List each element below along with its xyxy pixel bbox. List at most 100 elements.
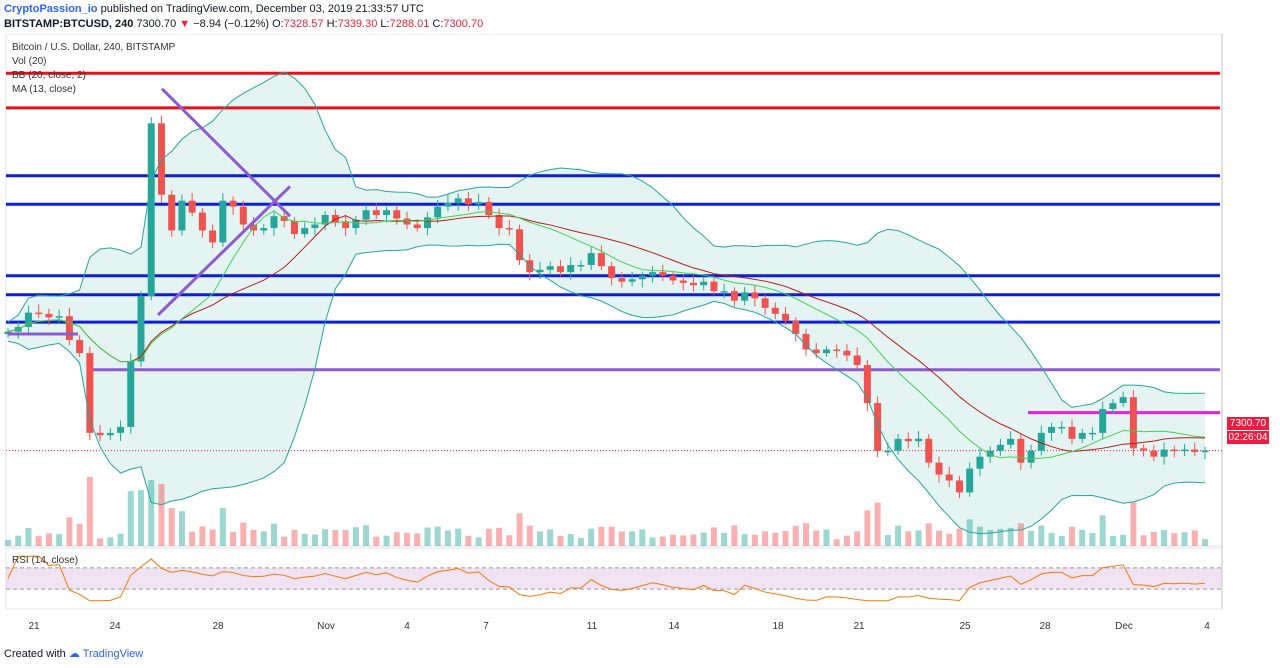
last-price: 7300.70 — [136, 18, 177, 30]
candle-body — [290, 220, 298, 235]
volume-bar — [496, 527, 503, 546]
volume-bar — [260, 531, 267, 546]
volume-bar — [925, 523, 932, 546]
published-text: published on TradingView.com, December 0… — [100, 3, 424, 15]
candle-body — [689, 282, 697, 286]
volume-bar — [1130, 502, 1137, 546]
candle-body — [915, 438, 923, 442]
candle-body — [1170, 449, 1178, 452]
volume-bar — [1099, 515, 1106, 546]
volume-bar — [311, 534, 318, 546]
time-tick-label: 21 — [28, 621, 40, 632]
symbol-label: BITSTAMP:BTCUSD, 240 — [4, 18, 134, 30]
candle-body — [423, 217, 431, 229]
volume-bar — [138, 490, 144, 546]
candle-body — [1181, 449, 1189, 452]
legend-volume: Vol (20) — [12, 56, 47, 67]
volume-bar — [485, 528, 492, 546]
candle-body — [966, 468, 974, 493]
volume-bar — [987, 529, 994, 546]
candle-body — [178, 200, 186, 231]
candle-body — [1037, 432, 1045, 451]
candle-body — [884, 450, 892, 453]
legend-rsi: RSI (14, close) — [12, 555, 79, 566]
candle-body — [771, 307, 779, 314]
volume-bar — [649, 537, 656, 546]
volume-bar — [291, 529, 298, 546]
candle-body — [413, 224, 421, 229]
volume-bar — [322, 529, 329, 546]
candle-body — [925, 438, 933, 463]
candle-body — [833, 349, 841, 352]
volume-bar — [629, 531, 636, 546]
candle-body — [567, 264, 575, 273]
candle-body — [741, 292, 749, 301]
author-link[interactable]: CryptoPassion_io — [4, 3, 98, 15]
candle-body — [475, 201, 483, 205]
volume-bar — [547, 529, 554, 546]
volume-bar — [741, 534, 748, 546]
candle-body — [1150, 450, 1158, 457]
volume-bar — [1038, 525, 1045, 546]
volume-bar — [618, 531, 625, 546]
volume-bar — [383, 535, 390, 546]
volume-bar — [690, 534, 697, 546]
volume-bar — [271, 523, 277, 546]
candle-body — [894, 438, 902, 451]
close-label: C: — [432, 18, 444, 30]
volume-bar — [1017, 523, 1024, 546]
candle-body — [700, 281, 708, 286]
candle-body — [782, 313, 790, 321]
volume-bar — [956, 528, 963, 546]
candle-body — [393, 210, 401, 219]
tradingview-link[interactable]: TradingView — [82, 648, 144, 660]
volume-bar — [915, 530, 922, 546]
volume-bar — [710, 527, 717, 546]
candle-body — [55, 316, 63, 318]
volume-bar — [56, 534, 63, 546]
candle-body — [649, 272, 657, 276]
ascending-trendline — [156, 185, 292, 317]
volume-bar — [414, 533, 421, 546]
candle-body — [608, 266, 616, 279]
close-value: 7300.70 — [443, 18, 484, 30]
volume-bar — [25, 528, 32, 546]
candle-body — [188, 200, 196, 213]
open-label: O: — [272, 18, 284, 30]
candle-body — [1109, 403, 1117, 410]
volume-bar — [864, 510, 871, 546]
candle-body — [1119, 397, 1127, 404]
volume-bar — [424, 527, 431, 546]
volume-bar — [444, 530, 451, 546]
volume-bar — [1028, 530, 1035, 546]
candle-body — [96, 432, 104, 436]
candle-body — [904, 438, 912, 442]
price-tag: 7300.70 — [1227, 417, 1269, 430]
candle-body — [219, 200, 227, 243]
volume-bar — [700, 532, 707, 546]
volume-bar — [199, 526, 206, 546]
candle-body — [260, 228, 268, 231]
candle-body — [321, 214, 329, 225]
volume-bar — [158, 484, 165, 546]
price-chart[interactable]: 21 24 28 Nov 4 7 11 14 18 21 25 28 Dec 4 — [0, 34, 1280, 646]
volume-bar — [843, 535, 850, 546]
volume-bar — [352, 527, 359, 546]
candle-body — [485, 201, 493, 215]
candle-body — [383, 210, 391, 215]
volume-bar — [803, 523, 809, 546]
volume-bar — [363, 525, 370, 546]
candle-body — [976, 456, 984, 469]
time-tick-label: 28 — [1039, 621, 1051, 632]
candle-body — [1191, 449, 1199, 452]
trend-drawings[interactable] — [8, 87, 292, 336]
volume-bar — [189, 531, 196, 546]
candle-body — [331, 214, 339, 223]
horizontal-levels[interactable] — [6, 71, 1222, 452]
volume-bar — [219, 507, 226, 546]
publish-line: CryptoPassion_io published on TradingVie… — [4, 3, 424, 15]
volume-bar — [332, 530, 339, 546]
bollinger-upper — [7, 71, 1206, 408]
volume-bar — [1181, 532, 1188, 546]
volume-bar — [1069, 526, 1075, 546]
